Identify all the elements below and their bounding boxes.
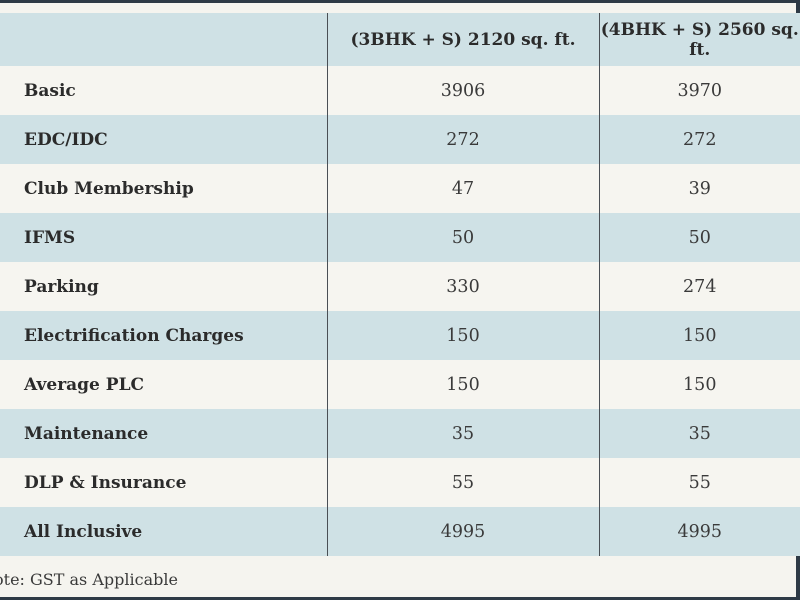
value-3bhk: 4995 [326, 507, 599, 556]
table-header-row: (3BHK + S) 2120 sq. ft. (4BHK + S) 2560 … [0, 13, 800, 66]
table-row: Electrification Charges 150 150 [0, 311, 800, 360]
row-label: Average PLC [24, 374, 145, 395]
header-3bhk: (3BHK + S) 2120 sq. ft. [326, 13, 599, 66]
table-row: Basic 3906 3970 [0, 66, 800, 115]
value-4bhk: 39 [598, 164, 800, 213]
value-3bhk: 3906 [326, 66, 599, 115]
header-empty [0, 13, 327, 66]
value-4bhk: 272 [598, 115, 800, 164]
row-label: Basic [24, 80, 76, 101]
value-4bhk: 3970 [598, 66, 800, 115]
row-label: All Inclusive [24, 521, 143, 542]
value-4bhk: 4995 [598, 507, 800, 556]
value-4bhk: 55 [598, 458, 800, 507]
value-3bhk: 47 [326, 164, 599, 213]
row-label: DLP & Insurance [24, 472, 187, 493]
table-row: Club Membership 47 39 [0, 164, 800, 213]
value-4bhk: 150 [598, 311, 800, 360]
value-4bhk: 150 [598, 360, 800, 409]
table-row: Maintenance 35 35 [0, 409, 800, 458]
table-row: All Inclusive 4995 4995 [0, 507, 800, 556]
value-3bhk: 272 [326, 115, 599, 164]
value-3bhk: 50 [326, 213, 599, 262]
table-row: DLP & Insurance 55 55 [0, 458, 800, 507]
table-row: Parking 330 274 [0, 262, 800, 311]
value-3bhk: 150 [326, 360, 599, 409]
value-3bhk: 150 [326, 311, 599, 360]
value-3bhk: 55 [326, 458, 599, 507]
row-label: Maintenance [24, 423, 149, 444]
price-table: (3BHK + S) 2120 sq. ft. (4BHK + S) 2560 … [0, 13, 800, 556]
row-label: Club Membership [24, 178, 194, 199]
row-label: Electrification Charges [24, 325, 244, 346]
table-row: Average PLC 150 150 [0, 360, 800, 409]
value-4bhk: 274 [598, 262, 800, 311]
value-3bhk: 35 [326, 409, 599, 458]
row-label: EDC/IDC [24, 129, 108, 150]
value-4bhk: 50 [598, 213, 800, 262]
value-3bhk: 330 [326, 262, 599, 311]
header-4bhk: (4BHK + S) 2560 sq. ft. [598, 13, 800, 66]
footnote: ote: GST as Applicable [0, 570, 178, 589]
table-row: IFMS 50 50 [0, 213, 800, 262]
row-label: IFMS [24, 227, 76, 248]
value-4bhk: 35 [598, 409, 800, 458]
table-row: EDC/IDC 272 272 [0, 115, 800, 164]
row-label: Parking [24, 276, 99, 297]
